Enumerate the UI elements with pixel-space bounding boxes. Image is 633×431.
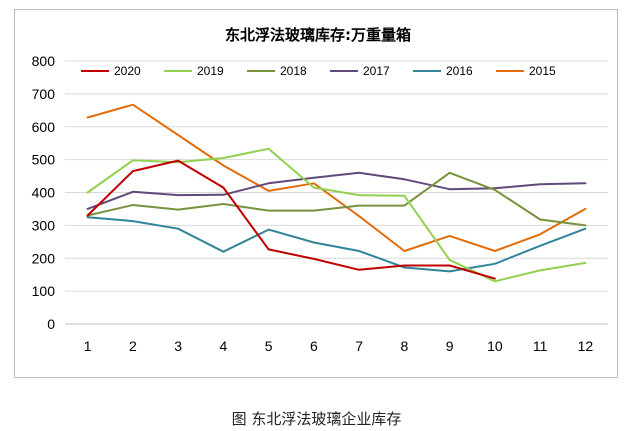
- x-tick-label-5: 5: [265, 338, 273, 354]
- y-tick-label-800: 800: [32, 53, 56, 69]
- x-tick-label-6: 6: [310, 338, 318, 354]
- figure-caption: 图 东北浮法玻璃企业库存: [231, 410, 402, 428]
- y-tick-label-400: 400: [32, 185, 56, 201]
- x-tick-label-7: 7: [355, 338, 363, 354]
- y-tick-label-0: 0: [47, 316, 55, 332]
- series-line-2020: [86, 159, 496, 280]
- chart-frame: 东北浮法玻璃库存:万重量箱 0 100 200 300 400 500 600 700 800 1…: [14, 9, 618, 378]
- y-tick-label-700: 700: [32, 86, 56, 102]
- x-tick-label-2: 2: [129, 338, 137, 354]
- legend-label-2019: 2019: [197, 64, 224, 78]
- legend-item-2017: 2017: [330, 64, 390, 78]
- y-tick-label-500: 500: [32, 152, 56, 168]
- series-line-2015: [86, 103, 587, 252]
- x-tick-label-3: 3: [174, 338, 182, 354]
- legend-item-2019: 2019: [164, 64, 224, 78]
- y-tick-label-600: 600: [32, 119, 56, 135]
- legend: 2020 2019 2018 2017 2016 2015: [81, 64, 556, 78]
- y-tick-label-200: 200: [32, 250, 56, 266]
- legend-item-2018: 2018: [247, 64, 307, 78]
- series-line-2018: [86, 171, 587, 227]
- y-tick-label-300: 300: [32, 217, 56, 233]
- x-tick-label-11: 11: [533, 338, 548, 354]
- series-lines: [86, 103, 587, 283]
- legend-label-2015: 2015: [529, 64, 556, 78]
- chart-title: 东北浮法玻璃库存:万重量箱: [225, 26, 411, 44]
- series-line-2016: [86, 216, 587, 273]
- line-chart: 东北浮法玻璃库存:万重量箱 0 100 200 300 400 500 600 700 800 1…: [32, 26, 608, 354]
- legend-label-2016: 2016: [446, 64, 473, 78]
- legend-item-2016: 2016: [413, 64, 473, 78]
- legend-label-2017: 2017: [363, 64, 390, 78]
- legend-item-2020: 2020: [81, 64, 141, 78]
- legend-item-2015: 2015: [496, 64, 556, 78]
- x-tick-label-10: 10: [487, 338, 503, 354]
- legend-label-2018: 2018: [280, 64, 307, 78]
- x-tick-label-8: 8: [400, 338, 408, 354]
- series-line-2019: [86, 147, 587, 283]
- y-tick-label-100: 100: [32, 283, 56, 299]
- series-line-2017: [86, 171, 587, 210]
- legend-label-2020: 2020: [114, 64, 141, 78]
- x-tick-label-9: 9: [446, 338, 454, 354]
- x-tick-label-12: 12: [578, 338, 594, 354]
- x-tick-label-1: 1: [84, 338, 92, 354]
- x-tick-label-4: 4: [219, 338, 227, 354]
